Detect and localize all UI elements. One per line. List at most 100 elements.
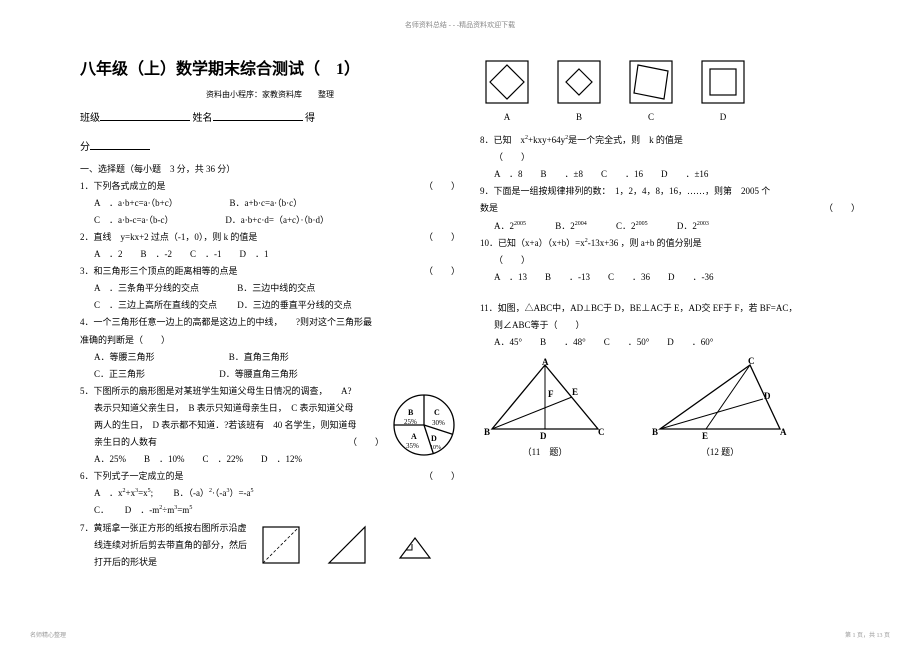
- q4-stem: 4．一个三角形任意一边上的高都是这边上的中线， ?则对这个三角形最: [80, 314, 460, 331]
- q6-d-pre: D ．-m: [125, 505, 160, 515]
- q9-ea: 2005: [514, 221, 526, 227]
- fold-diagrams: [260, 524, 434, 566]
- label-score2: 分: [80, 142, 90, 153]
- q9-paren: （ ）: [824, 200, 860, 217]
- q11-stem2: 则∠ABC等于（ ）: [480, 317, 860, 334]
- q9-ed: 2003: [697, 221, 709, 227]
- shape-d-label: D: [696, 109, 750, 126]
- shape-c-label: C: [624, 109, 678, 126]
- svg-text:D: D: [764, 391, 771, 401]
- pie-pct-b: 25%: [404, 418, 417, 426]
- q4-b: B．直角三角形: [229, 352, 289, 362]
- q8: 8．已知 x2+kxy+64y2是一个完全式，则 k 的值是: [480, 132, 860, 149]
- exam-subtitle: 资料由小程序：家教资料库 整理: [80, 87, 460, 102]
- footer-right: 第 1 页，共 13 页: [845, 630, 890, 639]
- q3-d: D．三边的垂直平分线的交点: [237, 300, 352, 310]
- pie-label-c: C: [434, 408, 440, 417]
- shape-d: D: [696, 55, 750, 126]
- fold-1-icon: [260, 524, 302, 566]
- blank-class: [100, 120, 190, 121]
- pie-chart-icon: B 25% C 30% D 10% A 35%: [388, 389, 460, 461]
- svg-text:E: E: [702, 431, 708, 441]
- q5-stem1: 5．下图所示的扇形图是对某班学生知道父母生日情况的调查， A?: [80, 383, 384, 400]
- svg-text:B: B: [484, 427, 490, 437]
- q5-stem2: 表示只知道父亲生日， B 表示只知道母亲生日， C 表示知道父母: [80, 400, 384, 417]
- q1-c: C ．a·b-c=a·（b-c）: [94, 215, 169, 225]
- exam-title: 八年级（上）数学期末综合测试（ 1）: [80, 55, 460, 85]
- q3-b: B．三边中线的交点: [237, 283, 315, 293]
- triangle-12-icon: C B A E D: [650, 357, 790, 442]
- q7: 7．黄瑶拿一张正方形的纸按右图所示沿虚 线连续对折后剪去带直角的部分，然后 打开…: [80, 520, 460, 571]
- q9-opts: A．22005 B．22004 C．22005 D．22003: [480, 218, 860, 235]
- q6-paren: （ ）: [424, 468, 460, 485]
- q6-a-pre: A ．x: [94, 488, 123, 498]
- shape-a: A: [480, 55, 534, 126]
- q6-d-post: =m: [177, 505, 189, 515]
- q4-opts-2: C．正三角形 D．等腰直角三角形: [80, 366, 460, 383]
- q4-stem2: 准确的判断是（ ）: [80, 332, 460, 349]
- q8-mid: +kxy+64y: [528, 135, 565, 145]
- form-line-2: 分: [80, 138, 460, 157]
- pie-label-d: D: [431, 434, 437, 443]
- svg-text:F: F: [548, 389, 554, 399]
- q3: 3．和三角形三个顶点的距离相等的点是 （ ）: [80, 263, 460, 280]
- q1-a: A ．a·b+c=a·（b+c）: [94, 198, 173, 208]
- q9-b: B．2: [555, 221, 575, 231]
- q6-b-pre: B．（-a）: [173, 488, 209, 498]
- q4-a: A．等腰三角形: [94, 352, 155, 362]
- q10-post: -13x+36 ，则 a+b 的值分别是: [588, 238, 702, 248]
- q1-stem: 1．下列各式成立的是: [80, 181, 166, 191]
- q1-d: D．a·b+c·d=（a+c）·（b·d）: [225, 215, 329, 225]
- blank-name: [213, 120, 303, 121]
- q3-a: A ．三条角平分线的交点: [94, 283, 199, 293]
- svg-text:A: A: [542, 357, 549, 367]
- triangle-12: C B A E D （12 题）: [650, 357, 790, 461]
- q11-opts: A．45° B ．48° C ．50° D ．60°: [480, 334, 860, 351]
- blank-score: [90, 149, 150, 150]
- q9-d: D．2: [677, 221, 697, 231]
- pie-pct-d: 10%: [430, 445, 441, 451]
- triangle-11-icon: A B C D E F: [480, 357, 610, 442]
- q5-stem3: 两人的生日， D 表示都不知道．?若该班有 40 名学生，则知道母: [80, 417, 384, 434]
- q6-stem: 6．下列式子一定成立的是: [80, 471, 184, 481]
- q10-pre: 10．已知（x+a）（x+b）=x: [480, 238, 585, 248]
- pie-pct-c: 30%: [432, 419, 445, 427]
- shape-b: B: [552, 55, 606, 126]
- q2-stem: 2．直线 y=kx+2 过点（-1，0），则 k 的值是: [80, 232, 257, 242]
- q10-opts: A ．13 B ．-13 C ．36 D ．-36: [480, 269, 860, 286]
- q2-opts: A ．2 B ．-2 C ．-1 D ．1: [80, 246, 460, 263]
- q10: 10．已知（x+a）（x+b）=x2-13x+36 ，则 a+b 的值分别是: [480, 235, 860, 252]
- caption-11: （11 题）: [480, 444, 610, 461]
- shape-d-icon: [696, 55, 750, 109]
- q6-opts-2: C． D ．-m2÷m3=m5: [80, 502, 460, 519]
- svg-text:B: B: [652, 427, 658, 437]
- page-header-top: 名师资料总结 - - -精品资料欢迎下载: [0, 20, 920, 30]
- q9-c: C．2: [616, 221, 636, 231]
- q1-b: B．a+b·c=a·（b·c）: [229, 198, 302, 208]
- svg-text:C: C: [748, 357, 755, 366]
- form-line-1: 班级 姓名 得: [80, 109, 460, 128]
- q4-d: D．等腰直角三角形: [219, 369, 298, 379]
- q1: 1．下列各式成立的是 （ ）: [80, 178, 460, 195]
- svg-text:E: E: [572, 387, 578, 397]
- shape-a-label: A: [480, 109, 534, 126]
- pie-label-a: A: [411, 432, 417, 441]
- q6-opts: A ．x2+x3=x5; B．（-a）2·（-a3）=-a5: [80, 485, 460, 502]
- q6-d-mid: ÷m: [162, 505, 174, 515]
- content-columns: 八年级（上）数学期末综合测试（ 1） 资料由小程序：家教资料库 整理 班级 姓名…: [0, 0, 920, 571]
- q4-c: C．正三角形: [94, 369, 145, 379]
- q7-stem3: 打开后的形状是: [80, 554, 260, 571]
- shape-b-icon: [552, 55, 606, 109]
- svg-text:D: D: [540, 431, 547, 441]
- q9-stem2: 数是 （ ）: [480, 200, 860, 217]
- q8-post: 是一个完全式，则 k 的值是: [568, 135, 683, 145]
- q8-paren: （ ）: [480, 149, 860, 166]
- q3-opts-1: A ．三条角平分线的交点 B．三边中线的交点: [80, 280, 460, 297]
- pie-pct-a: 35%: [406, 442, 419, 450]
- label-name: 姓名: [193, 113, 213, 124]
- q7-stem1: 7．黄瑶拿一张正方形的纸按右图所示沿虚: [80, 520, 260, 537]
- q5: 5．下图所示的扇形图是对某班学生知道父母生日情况的调查， A? 表示只知道父亲生…: [80, 383, 460, 468]
- q11-stem: 11．如图，△ABC中，AD⊥BC于 D，BE⊥AC于 E，AD交 EF于 F，…: [480, 300, 860, 317]
- fold-2-icon: [326, 524, 368, 566]
- fold-3-icon: [392, 524, 434, 566]
